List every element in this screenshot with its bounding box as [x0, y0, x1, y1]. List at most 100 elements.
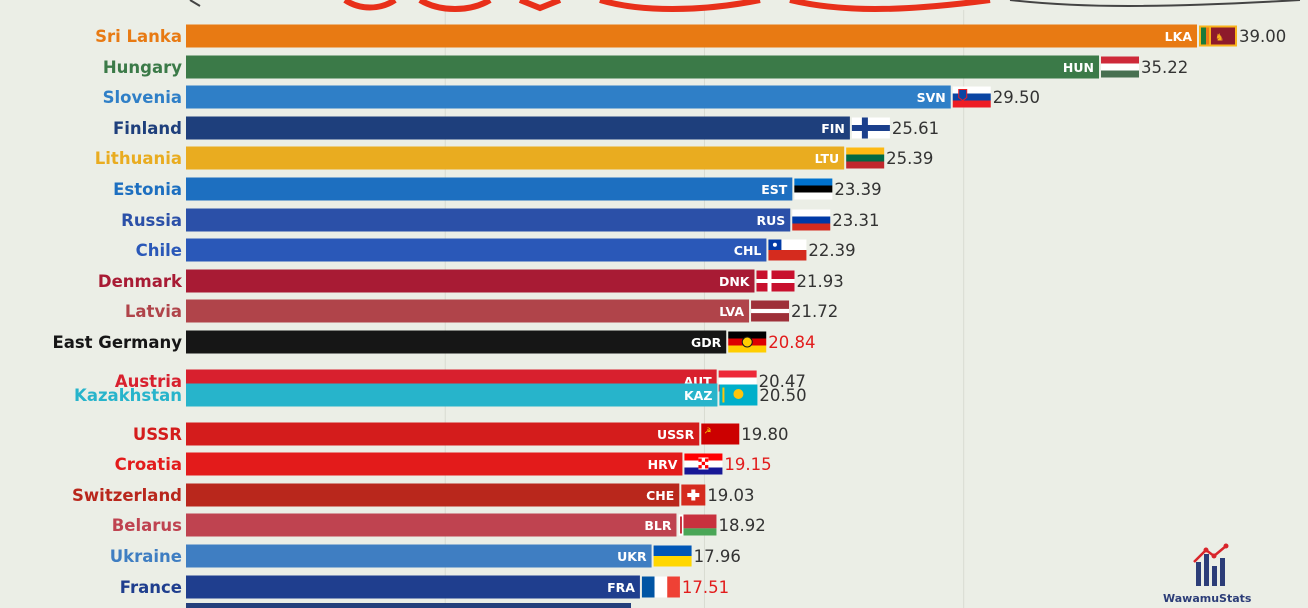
sri-lanka-flag-icon: ♞: [1199, 25, 1237, 47]
bar-group: Slovenia SVN 29.50: [103, 85, 1040, 109]
value-label: 23.31: [832, 211, 879, 230]
bar: [186, 422, 700, 446]
value-label: 29.50: [993, 88, 1040, 107]
bar-group: Denmark DNK 21.93: [98, 269, 844, 293]
bar-group: Hungary HUN 35.22: [103, 55, 1188, 79]
ussr-flag-icon: ☭: [701, 423, 740, 445]
country-label: Kazakhstan: [74, 386, 182, 405]
country-label: Estonia: [113, 180, 182, 199]
bar-group: Ukraine UKR 17.96: [110, 544, 741, 568]
bar-group: Latvia LVA 21.72: [125, 299, 838, 323]
latvia-flag-icon: [751, 300, 790, 322]
bar-group: Chile CHL 22.39: [136, 238, 856, 262]
value-label: 18.92: [718, 516, 765, 535]
bar: [186, 269, 755, 293]
bar: [186, 85, 951, 109]
bar-code-label: CHE: [646, 488, 674, 503]
bar-code-label: HRV: [648, 457, 678, 472]
croatia-flag-icon: [684, 453, 723, 475]
belarus-flag-icon: [678, 514, 717, 536]
slovenia-flag-icon: [952, 86, 991, 108]
bar-group: France FRA 17.51: [120, 575, 729, 599]
country-label: Denmark: [98, 272, 183, 291]
estonia-flag-icon: [794, 178, 833, 200]
bar: [186, 383, 718, 407]
bar: [186, 513, 677, 537]
value-label: 22.39: [808, 241, 855, 260]
value-label: 25.61: [892, 119, 939, 138]
east-germany-flag-icon: [728, 331, 767, 353]
country-label: East Germany: [52, 333, 182, 352]
value-label: 35.22: [1141, 58, 1188, 77]
value-label: 20.47: [759, 372, 806, 391]
bar-code-label: SVN: [917, 90, 946, 105]
bar-code-label: LVA: [719, 304, 744, 319]
country-label: Russia: [121, 211, 182, 230]
country-label: France: [120, 578, 182, 597]
bar-code-label: EST: [761, 182, 788, 197]
country-label: Finland: [113, 119, 182, 138]
country-label: Belarus: [112, 516, 182, 535]
bar-code-label: CHL: [734, 243, 762, 258]
bar: [186, 330, 727, 354]
kazakhstan-flag-icon: [719, 384, 758, 406]
bar: [186, 177, 793, 201]
value-label: 20.84: [768, 333, 815, 352]
bar: [186, 299, 750, 323]
value-label: 21.72: [791, 302, 838, 321]
bar-group: Sri Lanka LKA ♞ 39.00: [95, 24, 1286, 48]
logo-chart-icon: [1193, 543, 1229, 586]
value-label: 17.96: [694, 547, 741, 566]
value-label: 19.03: [707, 486, 754, 505]
partial-top-title: [189, 0, 1301, 12]
bar: [186, 146, 845, 170]
ukraine-flag-icon: [653, 545, 692, 567]
country-label: Hungary: [103, 58, 182, 77]
bar-group: USSR USSR ☭ 19.80: [133, 422, 789, 446]
bar-code-label: LTU: [815, 151, 840, 166]
svg-text:♞: ♞: [1215, 33, 1224, 44]
title-dark-fragment: [189, 0, 1301, 7]
bar-code-label: HUN: [1063, 60, 1094, 75]
wawamustats-logo: WawamuStats: [1160, 542, 1264, 608]
value-label: 20.50: [759, 386, 806, 405]
bar: [186, 116, 850, 140]
russia-flag-icon: [792, 209, 831, 231]
bar: [186, 483, 680, 507]
title-red-fragment: [343, 0, 991, 12]
value-label: 39.00: [1239, 27, 1286, 46]
country-label: Latvia: [125, 302, 182, 321]
finland-flag-icon: [851, 117, 890, 139]
france-flag-icon: [641, 576, 680, 598]
bar-group: East Germany GDR 20.84: [52, 330, 815, 354]
lithuania-flag-icon: [846, 147, 885, 169]
country-label: Ukraine: [110, 547, 182, 566]
bar-code-label: BLR: [644, 518, 671, 533]
bar-group: Lithuania LTU 25.39: [95, 146, 933, 170]
bar-code-label: FRA: [607, 580, 635, 595]
country-label: Lithuania: [95, 149, 182, 168]
country-label: Sri Lanka: [95, 27, 182, 46]
bar-group: Estonia EST 23.39: [113, 177, 882, 201]
bar: [186, 544, 652, 568]
bar-code-label: GDR: [691, 335, 722, 350]
country-label: Slovenia: [103, 88, 182, 107]
bar-group: Russia RUS 23.31: [121, 208, 880, 232]
bar-group: Kazakhstan KAZ 20.50: [74, 383, 807, 407]
bar-code-label: FIN: [821, 121, 845, 136]
bar-code-label: KAZ: [684, 388, 712, 403]
bar-group: Belarus BLR 18.92: [112, 513, 766, 537]
bar-group: Finland FIN 25.61: [113, 116, 939, 140]
svg-text:☭: ☭: [704, 427, 711, 436]
country-label: Austria: [115, 372, 182, 391]
bar-code-label: USSR: [657, 427, 695, 442]
value-label: 19.80: [741, 425, 788, 444]
value-label: 17.51: [682, 578, 729, 597]
chile-flag-icon: [768, 239, 807, 261]
bar: [186, 24, 1197, 48]
country-label: Croatia: [115, 455, 182, 474]
value-label: 21.93: [796, 272, 843, 291]
bar: [186, 452, 683, 476]
bar: [186, 575, 640, 599]
